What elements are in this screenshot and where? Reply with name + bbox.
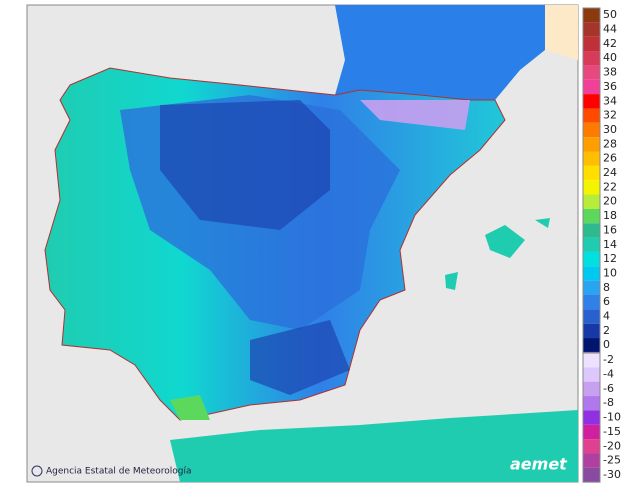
legend-swatch (583, 410, 600, 425)
legend-swatch (583, 165, 600, 181)
legend-label: 34 (603, 94, 617, 107)
legend-frame (582, 7, 601, 353)
legend-label: 44 (603, 23, 617, 36)
mallorca (485, 225, 525, 258)
legend-swatch (583, 151, 600, 166)
legend-swatch (583, 237, 600, 252)
legend-label: 42 (603, 37, 617, 50)
legend-label: 8 (603, 281, 610, 294)
legend-label: 16 (603, 223, 617, 236)
legend-swatch (583, 251, 600, 267)
legend-label: -15 (603, 425, 621, 438)
land-east (545, 5, 578, 60)
legend-label: -10 (603, 411, 621, 424)
meseta-coldest (160, 100, 330, 230)
legend-swatch (583, 51, 600, 66)
legend-swatch (583, 396, 600, 411)
legend-label: 10 (603, 266, 617, 279)
africa (170, 410, 578, 482)
legend-swatch (583, 208, 600, 224)
legend-swatch (583, 36, 600, 52)
legend-swatch (583, 22, 600, 37)
legend-label: 38 (603, 66, 617, 79)
legend-swatch (583, 94, 600, 109)
legend-swatch (583, 8, 600, 23)
legend-swatch (583, 295, 600, 310)
legend-label: 18 (603, 209, 617, 222)
legend-label: -8 (603, 396, 614, 409)
sierra-nevada (250, 320, 350, 395)
legend-label: 40 (603, 51, 617, 64)
legend-label: 14 (603, 238, 617, 251)
legend-swatch (583, 453, 600, 468)
legend-label: 6 (603, 295, 610, 308)
legend-label: 22 (603, 180, 617, 193)
legend-label: 20 (603, 195, 617, 208)
credit: Agencia Estatal de Meteorología (46, 467, 192, 477)
pyrenees (360, 100, 470, 130)
legend-swatch (583, 180, 600, 195)
legend-swatch (583, 223, 600, 238)
legend-label: -25 (603, 454, 621, 467)
legend-label: 24 (603, 166, 617, 179)
legend-swatch (583, 122, 600, 138)
legend-swatch (583, 353, 600, 368)
legend-label: 4 (603, 310, 610, 323)
copyright-icon (31, 465, 43, 477)
legend-frame (582, 352, 601, 483)
legend-label: 2 (603, 324, 610, 337)
legend-label: 0 (603, 338, 610, 351)
logo: aemet (510, 455, 568, 474)
legend-swatch (583, 367, 600, 382)
legend-label: 26 (603, 152, 617, 165)
legend-swatch (583, 137, 600, 152)
legend-swatch (583, 338, 600, 353)
legend-label: 12 (603, 252, 617, 265)
france (335, 5, 545, 100)
legend-swatch (583, 280, 600, 295)
legend-swatch (583, 467, 600, 483)
legend-swatch (583, 309, 600, 324)
legend-swatch (583, 381, 600, 397)
legend-swatch (583, 266, 600, 281)
legend-label: -30 (603, 468, 621, 481)
legend-swatch (583, 108, 600, 123)
legend-swatch (583, 194, 600, 209)
legend-label: -20 (603, 439, 621, 452)
legend-swatch (583, 65, 600, 80)
legend-label: -4 (603, 368, 614, 381)
legend-swatch (583, 323, 600, 339)
legend-label: 32 (603, 109, 617, 122)
legend-swatch (583, 424, 600, 440)
legend-label: 36 (603, 80, 617, 93)
legend-label: -2 (603, 353, 614, 366)
coast-warm (170, 395, 210, 420)
legend-label: 50 (603, 8, 617, 21)
legend-label: -6 (603, 382, 614, 395)
legend-label: 30 (603, 123, 617, 136)
legend-label: 28 (603, 137, 617, 150)
menorca (535, 218, 550, 228)
legend-swatch (583, 439, 600, 454)
legend-swatch (583, 79, 600, 95)
ibiza (445, 272, 458, 290)
